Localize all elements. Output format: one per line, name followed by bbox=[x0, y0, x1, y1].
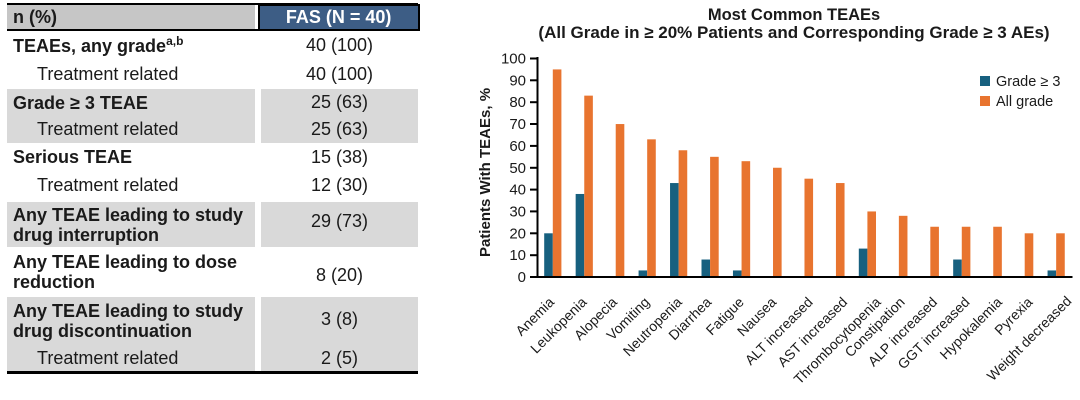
svg-text:40: 40 bbox=[509, 182, 526, 199]
svg-text:80: 80 bbox=[509, 94, 526, 111]
svg-text:(All Grade in ≥ 20% Patients a: (All Grade in ≥ 20% Patients and Corresp… bbox=[538, 23, 1049, 42]
svg-text:All grade: All grade bbox=[996, 94, 1053, 110]
svg-text:70: 70 bbox=[509, 116, 526, 133]
svg-text:Patients With TEAEs, %: Patients With TEAEs, % bbox=[477, 88, 494, 257]
svg-text:60: 60 bbox=[509, 138, 526, 155]
svg-text:Grade ≥ 3: Grade ≥ 3 bbox=[996, 74, 1060, 90]
svg-text:30: 30 bbox=[509, 203, 526, 220]
svg-text:0: 0 bbox=[518, 269, 526, 286]
svg-text:Most Common TEAEs: Most Common TEAEs bbox=[708, 6, 880, 24]
svg-text:100: 100 bbox=[501, 51, 526, 68]
svg-text:20: 20 bbox=[509, 225, 526, 242]
svg-text:50: 50 bbox=[509, 160, 526, 177]
svg-text:10: 10 bbox=[509, 247, 526, 264]
svg-text:90: 90 bbox=[509, 72, 526, 89]
